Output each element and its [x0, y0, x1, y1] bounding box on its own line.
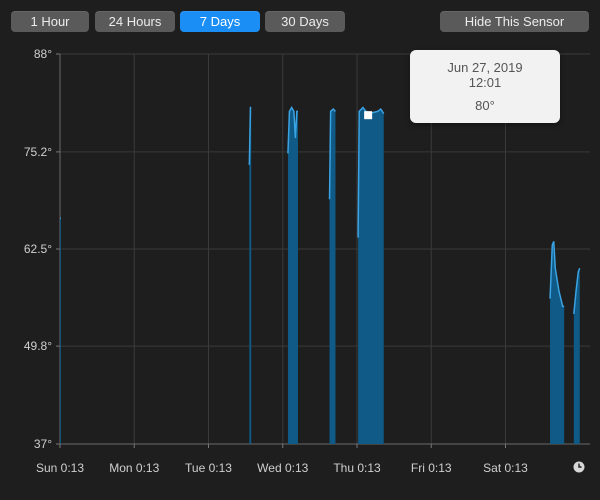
series-line-segment-2	[287, 106, 298, 154]
y-tick-label: 37°	[34, 437, 52, 451]
y-tick-label: 88°	[34, 47, 52, 61]
y-tick-label: 75.2°	[24, 145, 52, 159]
y-tick-label: 49.8°	[24, 339, 52, 353]
x-tick-label: Sat 0:13	[483, 461, 528, 475]
series-area-segment-2	[287, 107, 298, 444]
x-tick-label: Fri 0:13	[411, 461, 452, 475]
series-line-segment-5	[549, 241, 565, 308]
series-area-segment-3	[329, 109, 336, 444]
series-area-segment-5	[550, 241, 565, 444]
clock-icon[interactable]	[573, 461, 585, 473]
x-tick-label: Wed 0:13	[257, 461, 308, 475]
tooltip-date: Jun 27, 2019	[447, 60, 523, 75]
range-button-24-hours[interactable]: 24 Hours	[95, 11, 175, 32]
data-tooltip: Jun 27, 2019 12:01 80°	[410, 50, 560, 123]
hide-sensor-button[interactable]: Hide This Sensor	[440, 11, 589, 32]
series-area-segment-1	[249, 107, 252, 444]
x-tick-label: Thu 0:13	[333, 461, 381, 475]
series-area-segment-4	[358, 107, 384, 444]
series-line-segment-3	[328, 108, 337, 200]
x-tick-label: Sun 0:13	[36, 461, 84, 475]
x-tick-label: Mon 0:13	[109, 461, 159, 475]
chart-series	[60, 106, 581, 444]
range-button-30-days[interactable]: 30 Days	[265, 11, 345, 32]
range-button-1-hour[interactable]: 1 Hour	[11, 11, 89, 32]
series-line-segment-6	[573, 267, 581, 315]
x-tick-label: Tue 0:13	[185, 461, 232, 475]
y-axis-ticks: 88° 75.2° 62.5° 49.8° 37°	[24, 47, 60, 451]
x-axis-ticks: Sun 0:13 Mon 0:13 Tue 0:13 Wed 0:13 Thu 0:13…	[36, 444, 528, 475]
series-area-segment-0	[60, 218, 61, 444]
highlight-point-marker	[364, 111, 373, 120]
y-tick-label: 62.5°	[24, 242, 52, 256]
series-area-segment-6	[573, 268, 580, 444]
tooltip-value: 80°	[475, 98, 495, 113]
tooltip-time: 12:01	[468, 75, 502, 90]
range-button-7-days[interactable]: 7 Days	[180, 11, 260, 32]
series-line-segment-1	[248, 106, 252, 165]
